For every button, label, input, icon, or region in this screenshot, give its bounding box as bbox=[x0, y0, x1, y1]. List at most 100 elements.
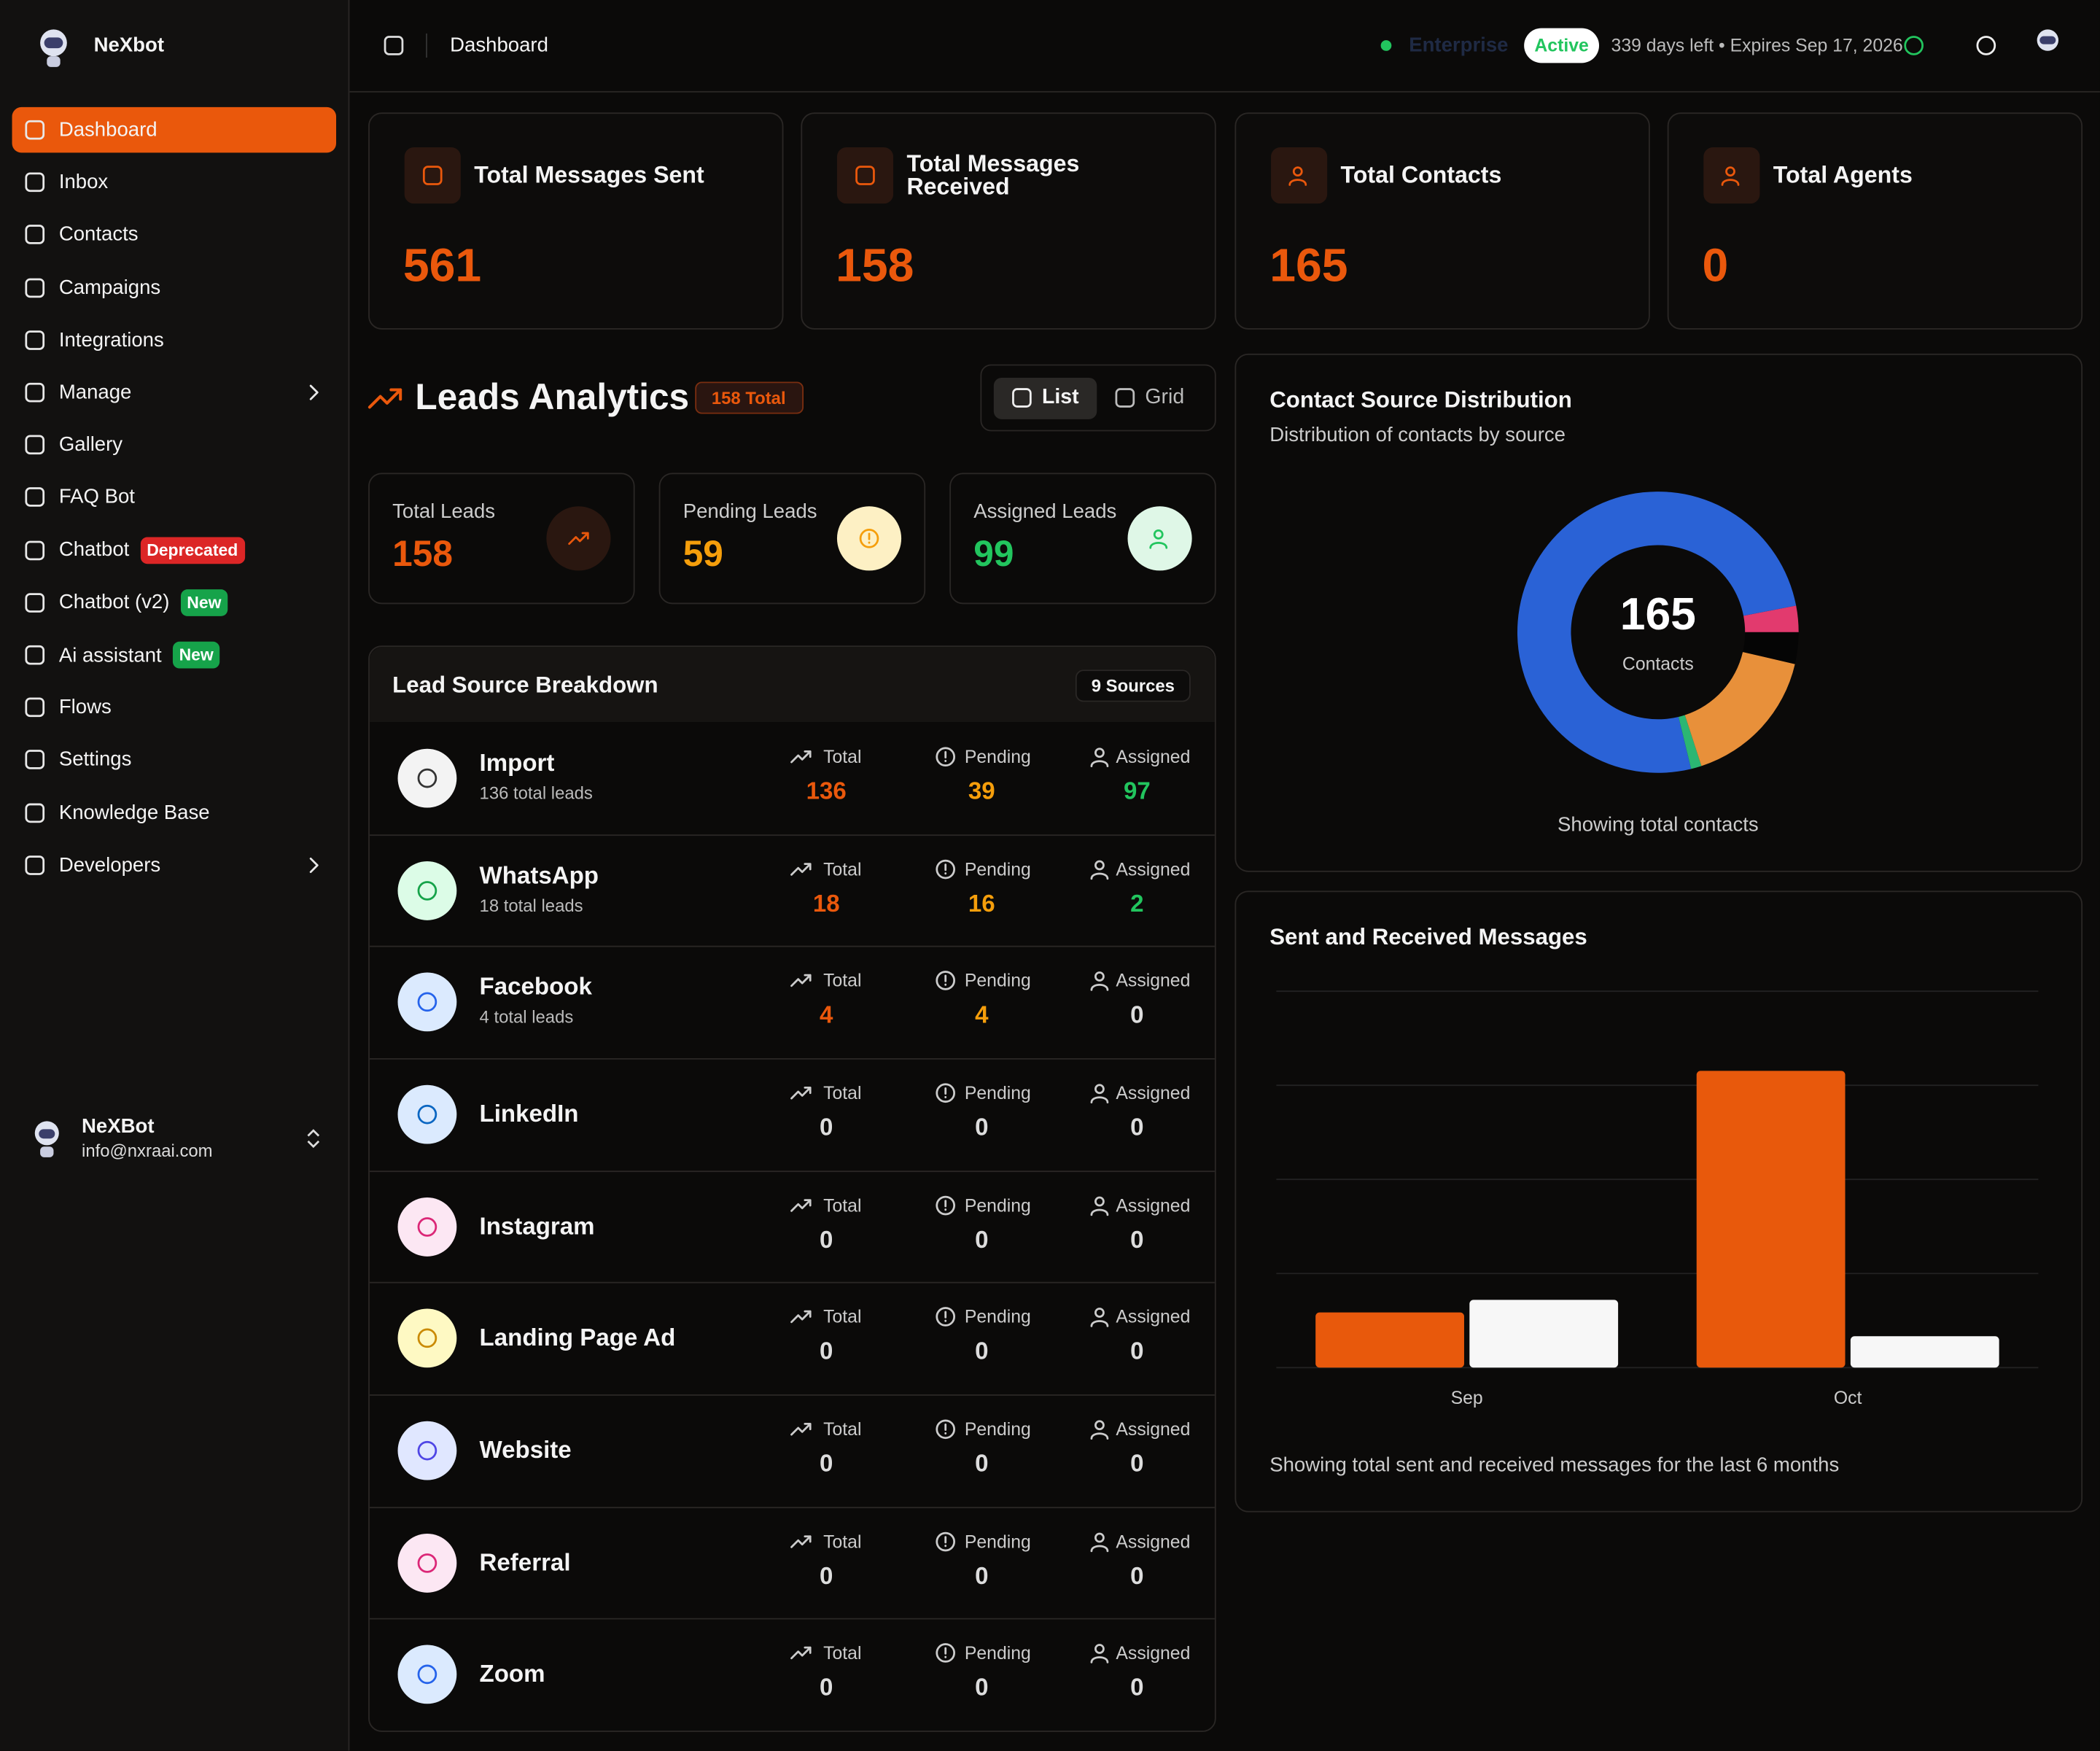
stat-icon bbox=[1288, 166, 1307, 186]
nav-icon bbox=[25, 382, 45, 403]
column-label: Assigned bbox=[1116, 1082, 1191, 1103]
source-subtitle: 136 total leads bbox=[479, 783, 593, 803]
icon-shape bbox=[417, 992, 438, 1012]
donut-center-value: 165 bbox=[1620, 589, 1696, 640]
summary-card bbox=[368, 473, 635, 605]
icon-shape bbox=[1725, 166, 1735, 176]
stat-value: 158 bbox=[836, 239, 914, 292]
nav-icon bbox=[25, 540, 45, 560]
summary-card bbox=[949, 473, 1216, 605]
column-label: Pending bbox=[964, 1643, 1031, 1663]
nav-item[interactable]: Manage bbox=[59, 381, 132, 404]
column-value: 16 bbox=[968, 889, 995, 917]
nav-item[interactable]: Settings bbox=[59, 749, 132, 772]
logo-visor bbox=[44, 37, 63, 49]
icon-shape bbox=[25, 120, 45, 140]
summary-icon bbox=[568, 532, 589, 546]
stat-icon bbox=[422, 166, 443, 185]
icon-shape bbox=[309, 384, 319, 400]
column-value: 39 bbox=[968, 777, 995, 804]
column-icon bbox=[936, 971, 956, 991]
donut-segment bbox=[1743, 605, 1799, 632]
source-name: Zoom bbox=[479, 1660, 545, 1688]
source-name: Landing Page Ad bbox=[479, 1324, 676, 1351]
nav-item[interactable]: Campaigns bbox=[59, 276, 160, 299]
icon-shape bbox=[309, 857, 319, 873]
column-value: 0 bbox=[975, 1450, 989, 1477]
icon-shape bbox=[1904, 36, 1924, 55]
column-icon bbox=[936, 859, 956, 879]
column-value: 4 bbox=[820, 1001, 833, 1029]
column-icon bbox=[790, 974, 812, 987]
nav-icon bbox=[25, 225, 45, 245]
nav-item[interactable]: Flows bbox=[59, 696, 112, 719]
stat-label: Total Messages Sent bbox=[474, 161, 704, 189]
nav-label: Manage bbox=[58, 381, 132, 404]
summary-card bbox=[658, 473, 926, 605]
nav-icon bbox=[25, 277, 45, 298]
column-value: 0 bbox=[975, 1337, 989, 1365]
status-label: Active bbox=[1534, 35, 1589, 56]
chart-subtitle: Distribution of contacts by source bbox=[1269, 424, 1566, 447]
column-value: 0 bbox=[975, 1561, 989, 1589]
icon-shape bbox=[25, 750, 45, 770]
leads-icon bbox=[368, 388, 402, 409]
column-value: 0 bbox=[820, 1225, 833, 1253]
nav-label: Flows bbox=[58, 696, 112, 719]
nav-label: Ai assistant bbox=[58, 643, 162, 667]
nav-item[interactable]: Knowledge Base bbox=[59, 801, 210, 824]
leads-title: Leads Analytics bbox=[415, 377, 690, 418]
nav-item[interactable]: Ai assistant New bbox=[58, 641, 220, 669]
nav-icon bbox=[25, 172, 45, 193]
row-divider bbox=[369, 1618, 1215, 1620]
icon-shape bbox=[417, 1328, 438, 1348]
source-icon bbox=[417, 768, 438, 788]
nav-item[interactable]: Inbox bbox=[59, 171, 108, 194]
nav-item[interactable]: Chatbot Deprecated bbox=[59, 536, 245, 564]
icon-shape bbox=[1090, 871, 1109, 880]
chart-card bbox=[1234, 353, 2083, 872]
breakdown-card bbox=[368, 645, 1216, 1732]
icon-shape bbox=[936, 1419, 956, 1440]
column-value: 0 bbox=[1130, 1225, 1144, 1253]
column-label: Total bbox=[823, 1643, 862, 1663]
status-pill bbox=[1524, 28, 1600, 63]
nav-item[interactable]: Integrations bbox=[59, 329, 164, 352]
nav-item[interactable]: Chatbot (v2) New bbox=[59, 589, 228, 616]
icon-shape bbox=[1094, 1644, 1105, 1655]
column-value: 0 bbox=[820, 1561, 833, 1589]
nav-icon bbox=[25, 697, 45, 718]
chart-title: Sent and Received Messages bbox=[1269, 924, 1587, 950]
nav-item[interactable]: Contacts bbox=[59, 224, 139, 246]
icon-shape bbox=[25, 225, 45, 245]
avatar-visor bbox=[2039, 36, 2056, 44]
column-icon bbox=[790, 862, 812, 876]
icon-shape bbox=[417, 1440, 438, 1461]
column-value: 0 bbox=[820, 1114, 833, 1141]
column-label: Total bbox=[823, 858, 862, 880]
icon-shape bbox=[1090, 760, 1109, 767]
icon-shape bbox=[417, 1216, 438, 1236]
column-value: 0 bbox=[1130, 1337, 1144, 1365]
icon-shape bbox=[25, 592, 45, 613]
stat-label: Total Messages Received bbox=[906, 150, 1080, 200]
view-list-bg[interactable] bbox=[993, 377, 1097, 419]
nav-item[interactable]: Dashboard bbox=[59, 119, 158, 141]
source-icon-bg bbox=[397, 861, 457, 920]
row-divider bbox=[369, 946, 1215, 948]
icon-shape bbox=[417, 1104, 438, 1125]
icon-shape bbox=[936, 1195, 956, 1215]
icon-shape bbox=[1976, 36, 1996, 55]
nav-label: Contacts bbox=[58, 223, 139, 246]
nav-item[interactable]: FAQ Bot bbox=[59, 486, 135, 509]
source-name: WhatsApp bbox=[479, 861, 599, 888]
row-divider bbox=[369, 834, 1215, 836]
nav-item[interactable]: Developers bbox=[59, 854, 160, 877]
bar bbox=[1469, 1300, 1619, 1368]
column-icon bbox=[936, 1643, 956, 1663]
icon-shape bbox=[25, 330, 45, 350]
column-label: Total bbox=[823, 746, 862, 767]
nav-item[interactable]: Gallery bbox=[59, 434, 122, 457]
column-icon bbox=[1090, 748, 1109, 767]
icon-shape bbox=[417, 1553, 438, 1572]
